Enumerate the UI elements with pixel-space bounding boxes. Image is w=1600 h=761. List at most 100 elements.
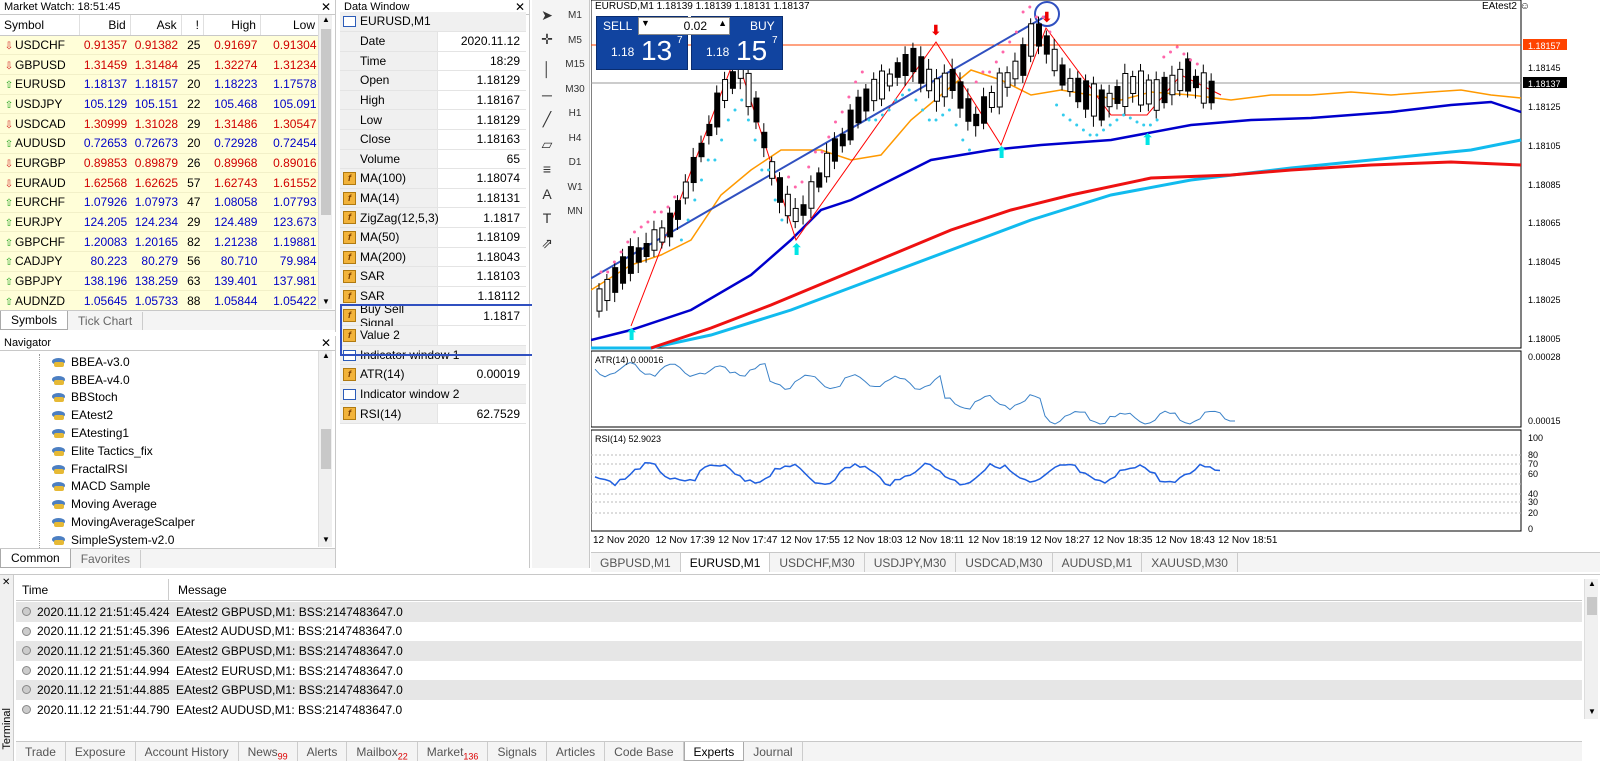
navigator-item[interactable]: SimpleSystem-v2.0 bbox=[52, 531, 174, 549]
market-watch-row[interactable]: ⇧ EURJPY 124.205 124.234 29 124.489 123.673 bbox=[0, 212, 320, 233]
navigator-item[interactable]: EAtest2 bbox=[52, 406, 113, 424]
buy-button[interactable]: BUY bbox=[750, 19, 775, 33]
tab-tick-chart[interactable]: Tick Chart bbox=[68, 312, 144, 330]
market-watch-row[interactable]: ⇧ EURUSD 1.18137 1.18157 20 1.18223 1.17578 bbox=[0, 74, 320, 95]
chart-tab[interactable]: USDCAD,M30 bbox=[956, 553, 1053, 572]
crosshair-icon[interactable]: ✛ bbox=[541, 31, 553, 47]
terminal-tab[interactable]: Journal bbox=[744, 742, 803, 761]
scrollbar-thumb[interactable] bbox=[1587, 597, 1597, 615]
market-watch-row[interactable]: ⇩ EURGBP 0.89853 0.89879 26 0.89968 0.89016 bbox=[0, 153, 320, 174]
trendline-icon[interactable]: ╱ bbox=[542, 111, 552, 127]
market-watch-row[interactable]: ⇧ GBPJPY 138.196 138.259 63 139.401 137.981 bbox=[0, 271, 320, 292]
symbol-cell[interactable]: ⇧ EURUSD bbox=[0, 74, 80, 95]
tab-common[interactable]: Common bbox=[0, 549, 71, 568]
chart-tab[interactable]: GBPUSD,M1 bbox=[591, 553, 681, 572]
market-watch-row[interactable]: ⇧ CADJPY 80.223 80.279 56 80.710 79.984 bbox=[0, 251, 320, 272]
lot-size-input[interactable]: ▼ 0.02 ▲ bbox=[638, 17, 730, 35]
terminal-tab[interactable]: Mailbox22 bbox=[347, 742, 418, 761]
navigator-item[interactable]: BBEA-v3.0 bbox=[52, 353, 130, 371]
log-row[interactable]: 2020.11.12 21:51:44.994 EAtest2 EURUSD,M1… bbox=[16, 661, 1582, 681]
channel-icon[interactable]: ▱ bbox=[541, 136, 553, 152]
symbol-cell[interactable]: ⇧ USDJPY bbox=[0, 94, 80, 115]
chart-tab[interactable]: EURUSD,M1 bbox=[680, 553, 771, 572]
symbol-cell[interactable]: ⇩ EURAUD bbox=[0, 172, 80, 193]
chart-tab[interactable]: XAUUSD,M30 bbox=[1142, 553, 1238, 572]
terminal-tab[interactable]: Code Base bbox=[605, 742, 684, 761]
market-watch-row[interactable]: ⇧ EURCHF 1.07926 1.07973 47 1.08058 1.07793 bbox=[0, 192, 320, 213]
chart-canvas[interactable]: 1.181571.181451.181371.181251.181051.180… bbox=[591, 0, 1600, 548]
lot-increase-icon[interactable]: ▲ bbox=[718, 18, 727, 28]
navigator-item[interactable]: MovingAverageScalper bbox=[52, 513, 195, 531]
scroll-up-icon[interactable]: ▲ bbox=[322, 351, 330, 360]
terminal-tab[interactable]: Experts bbox=[683, 742, 745, 761]
terminal-tab[interactable]: Exposure bbox=[66, 742, 136, 761]
column-header[interactable]: Ask bbox=[130, 15, 182, 36]
timeframe-m15[interactable]: M15 bbox=[565, 59, 585, 70]
market-watch-row[interactable]: ⇧ GBPCHF 1.20083 1.20165 82 1.21238 1.19881 bbox=[0, 231, 320, 253]
close-icon[interactable]: ✕ bbox=[514, 0, 525, 14]
market-watch-row[interactable]: ⇧ AUDNZD 1.05645 1.05733 88 1.05844 1.05422 bbox=[0, 290, 320, 312]
scroll-down-icon[interactable]: ▼ bbox=[322, 535, 330, 544]
navigator-item[interactable]: FractalRSI bbox=[52, 460, 128, 478]
column-header[interactable]: ! bbox=[181, 15, 204, 36]
market-watch-scrollbar[interactable]: ▲ ▼ bbox=[318, 15, 332, 309]
vertical-line-icon[interactable]: │ bbox=[542, 61, 552, 77]
navigator-item[interactable]: EAtesting1 bbox=[52, 424, 129, 442]
symbol-cell[interactable]: ⇧ GBPCHF bbox=[0, 231, 80, 253]
sell-button[interactable]: SELL bbox=[603, 19, 633, 33]
horizontal-line-icon[interactable]: ─ bbox=[542, 87, 552, 103]
timeframe-d1[interactable]: D1 bbox=[568, 157, 582, 168]
navigator-item[interactable]: MACD Sample bbox=[52, 478, 150, 496]
timeframe-m5[interactable]: M5 bbox=[568, 34, 582, 46]
timeframe-m1[interactable]: M1 bbox=[568, 10, 582, 21]
log-row[interactable]: 2020.11.12 21:51:45.396 EAtest2 AUDUSD,M1… bbox=[16, 622, 1582, 642]
market-watch-row[interactable]: ⇩ USDCAD 1.30999 1.31028 29 1.31486 1.30547 bbox=[0, 113, 320, 134]
symbol-cell[interactable]: ⇩ GBPUSD bbox=[0, 54, 80, 75]
scroll-up-icon[interactable]: ▲ bbox=[322, 15, 330, 24]
market-watch-row[interactable]: ⇧ AUDUSD 0.72653 0.72673 20 0.72928 0.72454 bbox=[0, 133, 320, 154]
chart-tab[interactable]: AUDUSD,M1 bbox=[1053, 553, 1143, 572]
chart-area[interactable]: 1.18157 1.18145 1.18137 1.18125 1.18105 1.180… bbox=[591, 0, 1600, 548]
terminal-tab[interactable]: Alerts bbox=[298, 742, 348, 761]
symbol-cell[interactable]: ⇩ EURGBP bbox=[0, 153, 80, 174]
cursor-icon[interactable]: ➤ bbox=[541, 7, 553, 23]
symbol-cell[interactable]: ⇧ CADJPY bbox=[0, 251, 80, 272]
terminal-tab[interactable]: Signals bbox=[488, 742, 547, 761]
timeframe-m30[interactable]: M30 bbox=[565, 83, 585, 95]
terminal-tab[interactable]: Market136 bbox=[418, 742, 489, 761]
column-header[interactable]: Bid bbox=[79, 15, 131, 36]
column-header[interactable]: High bbox=[203, 15, 261, 36]
symbol-cell[interactable]: ⇧ EURCHF bbox=[0, 192, 80, 213]
close-icon[interactable]: ✕ bbox=[2, 577, 11, 588]
terminal-scrollbar[interactable]: ▲ ▼ bbox=[1584, 579, 1598, 719]
timeframe-h1[interactable]: H1 bbox=[568, 108, 582, 119]
scrollbar-thumb[interactable] bbox=[321, 29, 331, 215]
column-header[interactable]: Symbol bbox=[0, 15, 80, 36]
terminal-tab[interactable]: Articles bbox=[547, 742, 606, 761]
chart-tab[interactable]: USDCHF,M30 bbox=[770, 553, 865, 572]
symbol-cell[interactable]: ⇧ AUDNZD bbox=[0, 290, 80, 312]
terminal-tab[interactable]: Account History bbox=[136, 742, 239, 761]
fibonacci-icon[interactable]: ≡ bbox=[542, 161, 552, 177]
symbol-cell[interactable]: ⇧ EURJPY bbox=[0, 212, 80, 233]
symbol-cell[interactable]: ⇧ GBPJPY bbox=[0, 271, 80, 292]
timeframe-w1[interactable]: W1 bbox=[567, 181, 583, 193]
close-icon[interactable]: ✕ bbox=[320, 0, 331, 14]
tab-symbols[interactable]: Symbols bbox=[0, 311, 69, 330]
scrollbar-thumb[interactable] bbox=[321, 429, 331, 469]
tab-favorites[interactable]: Favorites bbox=[71, 550, 142, 568]
buy-panel[interactable]: BUY 1.18 15 7 bbox=[691, 16, 783, 70]
column-message[interactable]: Message bbox=[178, 583, 227, 597]
lot-decrease-icon[interactable]: ▼ bbox=[641, 18, 650, 28]
scroll-up-icon[interactable]: ▲ bbox=[1588, 579, 1596, 588]
log-row[interactable]: 2020.11.12 21:51:45.360 EAtest2 GBPUSD,M1… bbox=[16, 641, 1582, 661]
navigator-item[interactable]: BBStoch bbox=[52, 389, 118, 407]
scroll-down-icon[interactable]: ▼ bbox=[322, 297, 330, 306]
column-time[interactable]: Time bbox=[22, 583, 49, 597]
market-watch-row[interactable]: ⇩ GBPUSD 1.31459 1.31484 25 1.32274 1.31234 bbox=[0, 54, 320, 75]
symbol-cell[interactable]: ⇧ AUDUSD bbox=[0, 133, 80, 154]
terminal-tab[interactable]: Trade bbox=[16, 742, 66, 761]
market-watch-row[interactable]: ⇧ USDJPY 105.129 105.151 22 105.468 105.091 bbox=[0, 94, 320, 115]
chart-tab[interactable]: USDJPY,M30 bbox=[865, 553, 957, 572]
text-label-icon[interactable]: T bbox=[542, 210, 552, 226]
